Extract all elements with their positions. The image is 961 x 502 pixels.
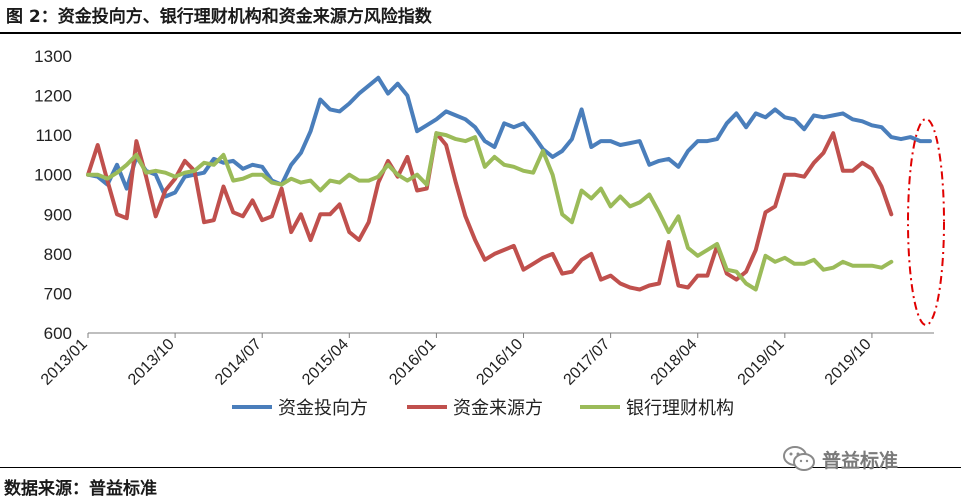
y-axis: 600 700 800 900 1000 1100 1200 1300 [34,47,72,343]
x-tick-label: 2013/10 [125,336,178,389]
series-lines [86,75,932,292]
highlight-ellipse [907,118,945,326]
y-tick-label: 900 [44,205,72,224]
x-tick-label: 2013/01 [38,336,91,389]
figure-title: 图 2：资金投向方、银行理财机构和资金来源方风险指数 [6,7,432,27]
y-tick-label: 700 [44,284,72,303]
y-tick-label: 1300 [34,47,72,66]
wechat-icon [783,446,815,471]
legend-label: 资金投向方 [278,398,368,418]
x-axis: 2013/01 2013/10 2014/07 2015/04 2016/01 2016/… [38,332,934,389]
watermark-text: 普益标准 [822,449,899,472]
series-line-3 [86,131,894,292]
x-tick-label: 2019/10 [822,336,875,389]
y-tick-label: 1100 [35,126,72,145]
legend: 资金投向方 资金来源方 银行理财机构 [232,398,734,418]
y-tick-label: 800 [44,245,72,264]
watermark: 普益标准 [782,444,898,474]
y-tick-label: 1200 [34,87,72,106]
x-tick-label: 2014/07 [212,336,265,389]
x-tick-label: 2018/04 [648,336,701,389]
x-tick-label: 2016/10 [473,336,526,389]
y-tick-label: 1000 [34,166,72,185]
x-tick-label: 2015/04 [299,336,352,389]
source-note: 数据来源：普益标准 [4,479,157,499]
legend-label: 银行理财机构 [626,398,734,418]
title-divider [0,32,961,34]
series-line-2 [86,131,894,292]
series-line-1 [86,75,932,199]
x-tick-label: 2016/01 [386,336,439,389]
x-tick-label: 2019/01 [735,336,788,389]
y-tick-label: 600 [44,324,72,343]
footer-divider [0,467,961,468]
legend-label: 资金来源方 [453,398,543,418]
x-tick-label: 2017/07 [561,336,614,389]
